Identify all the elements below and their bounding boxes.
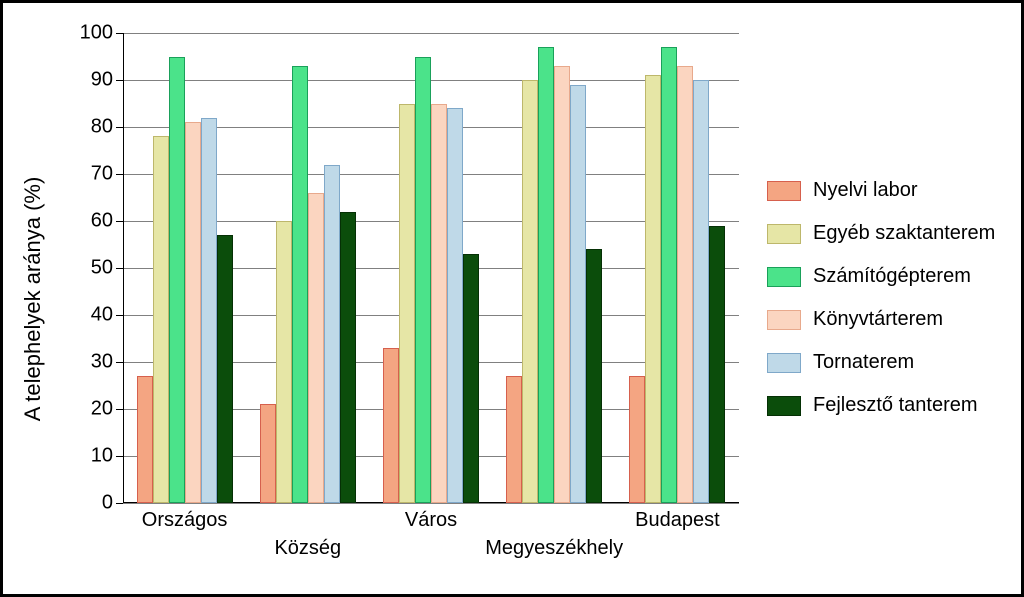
x-tick-label: Budapest bbox=[635, 503, 720, 532]
legend-item: Könyvtárterem bbox=[767, 308, 995, 331]
legend-label: Tornaterem bbox=[813, 351, 914, 374]
y-tick-label: 0 bbox=[102, 492, 123, 515]
legend-swatch bbox=[767, 396, 801, 416]
bar bbox=[586, 249, 602, 503]
bar bbox=[292, 66, 308, 503]
legend-item: Tornaterem bbox=[767, 351, 995, 374]
legend-label: Fejlesztő tanterem bbox=[813, 394, 978, 417]
legend: Nyelvi labor Egyéb szaktanterem Számítógép… bbox=[767, 179, 995, 437]
x-tick-label: Megyeszékhely bbox=[485, 503, 623, 560]
bar bbox=[276, 221, 292, 503]
y-tick-label: 40 bbox=[91, 304, 123, 327]
y-tick-label: 20 bbox=[91, 398, 123, 421]
y-tick-label: 50 bbox=[91, 257, 123, 280]
bar bbox=[201, 118, 217, 503]
y-tick-label: 90 bbox=[91, 69, 123, 92]
y-axis-line bbox=[123, 33, 124, 503]
x-tick-label: Város bbox=[405, 503, 457, 532]
legend-label: Könyvtárterem bbox=[813, 308, 943, 331]
bar bbox=[137, 376, 153, 503]
bar bbox=[217, 235, 233, 503]
bar bbox=[383, 348, 399, 503]
bar bbox=[538, 47, 554, 503]
legend-swatch bbox=[767, 267, 801, 287]
legend-swatch bbox=[767, 224, 801, 244]
y-tick-label: 30 bbox=[91, 351, 123, 374]
bar bbox=[431, 104, 447, 504]
bar bbox=[645, 75, 661, 503]
gridline bbox=[123, 33, 739, 34]
legend-item: Fejlesztő tanterem bbox=[767, 394, 995, 417]
bar bbox=[709, 226, 725, 503]
bar bbox=[185, 122, 201, 503]
bar bbox=[415, 57, 431, 504]
bar bbox=[554, 66, 570, 503]
legend-item: Számítógépterem bbox=[767, 265, 995, 288]
plot-area: 0102030405060708090100OrszágosKözségVáro… bbox=[123, 33, 739, 503]
bar bbox=[153, 136, 169, 503]
legend-item: Egyéb szaktanterem bbox=[767, 222, 995, 245]
bar bbox=[677, 66, 693, 503]
x-tick-label: Országos bbox=[142, 503, 228, 532]
bar bbox=[463, 254, 479, 503]
bar bbox=[308, 193, 324, 503]
y-tick-label: 100 bbox=[80, 22, 123, 45]
legend-label: Számítógépterem bbox=[813, 265, 971, 288]
y-axis-title: A telephelyek aránya (%) bbox=[20, 176, 46, 421]
bar bbox=[629, 376, 645, 503]
bar bbox=[661, 47, 677, 503]
legend-label: Egyéb szaktanterem bbox=[813, 222, 995, 245]
bar bbox=[522, 80, 538, 503]
bar bbox=[324, 165, 340, 503]
legend-item: Nyelvi labor bbox=[767, 179, 995, 202]
legend-swatch bbox=[767, 310, 801, 330]
y-tick-label: 70 bbox=[91, 163, 123, 186]
bar bbox=[260, 404, 276, 503]
bar bbox=[693, 80, 709, 503]
bar bbox=[447, 108, 463, 503]
bar bbox=[570, 85, 586, 503]
bar bbox=[399, 104, 415, 504]
bar bbox=[506, 376, 522, 503]
legend-swatch bbox=[767, 181, 801, 201]
legend-swatch bbox=[767, 353, 801, 373]
x-tick-label: Község bbox=[274, 503, 341, 560]
bar bbox=[340, 212, 356, 503]
y-tick-label: 10 bbox=[91, 445, 123, 468]
y-tick-label: 60 bbox=[91, 210, 123, 233]
chart-frame: A telephelyek aránya (%) 010203040506070… bbox=[0, 0, 1024, 597]
bar bbox=[169, 57, 185, 504]
y-tick-label: 80 bbox=[91, 116, 123, 139]
legend-label: Nyelvi labor bbox=[813, 179, 917, 202]
